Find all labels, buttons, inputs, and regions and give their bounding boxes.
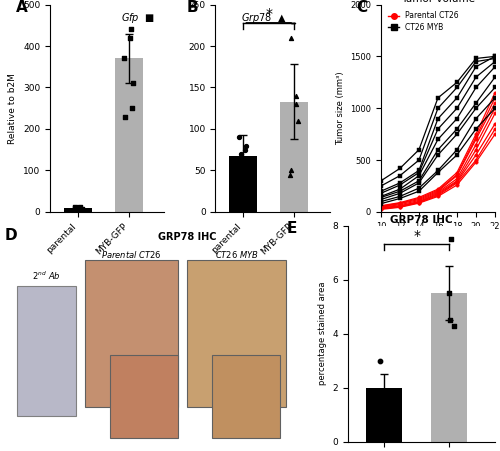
Point xyxy=(288,34,296,41)
Point xyxy=(446,290,454,297)
Bar xyxy=(230,156,258,212)
Text: $2^{nd}$ $Ab$: $2^{nd}$ $Ab$ xyxy=(32,269,61,282)
Text: C: C xyxy=(356,0,367,15)
Point xyxy=(380,414,388,421)
Text: A: A xyxy=(16,0,28,15)
Point xyxy=(78,205,86,212)
Point xyxy=(129,80,137,87)
Point xyxy=(72,206,80,213)
Text: $\it{Grp78}$  ▲: $\it{Grp78}$ ▲ xyxy=(240,11,286,25)
Text: B: B xyxy=(187,0,198,15)
Point xyxy=(376,357,384,364)
Bar xyxy=(212,355,280,437)
Point xyxy=(242,142,250,149)
Point xyxy=(240,163,248,170)
Point xyxy=(292,92,300,99)
Point xyxy=(126,34,134,41)
Point xyxy=(71,205,79,212)
Point xyxy=(382,417,390,424)
Text: *: * xyxy=(413,229,420,243)
Bar xyxy=(86,260,178,407)
Text: $\it{Parental\ CT26}$: $\it{Parental\ CT26}$ xyxy=(102,249,162,260)
Bar xyxy=(280,101,308,212)
Point xyxy=(120,55,128,62)
Point xyxy=(71,204,79,211)
Point xyxy=(126,26,134,33)
Point xyxy=(294,117,302,124)
Point xyxy=(287,167,295,174)
Legend: Parental CT26, CT26 MYB: Parental CT26, CT26 MYB xyxy=(384,8,462,35)
Text: $\it{Gfp}$  ■: $\it{Gfp}$ ■ xyxy=(120,11,154,25)
Point xyxy=(286,171,294,178)
Point xyxy=(450,322,458,329)
Point xyxy=(120,113,128,120)
Point xyxy=(446,317,454,324)
Title: Tumor volume: Tumor volume xyxy=(401,0,475,4)
Point xyxy=(128,105,136,112)
Text: D: D xyxy=(5,228,18,243)
Point xyxy=(292,101,300,108)
Point xyxy=(237,150,245,157)
X-axis label: Days: Days xyxy=(426,236,450,246)
Point xyxy=(235,133,243,141)
Point xyxy=(448,235,456,243)
Title: GRP78 IHC: GRP78 IHC xyxy=(390,215,453,225)
Point xyxy=(242,200,250,207)
Text: $\it{CT26\ MYB}$: $\it{CT26\ MYB}$ xyxy=(214,249,258,260)
Text: GRP78 IHC: GRP78 IHC xyxy=(158,232,216,242)
Text: *: * xyxy=(265,7,272,21)
Bar xyxy=(64,208,92,212)
Point xyxy=(76,203,84,211)
Text: E: E xyxy=(286,221,296,236)
Bar xyxy=(366,388,402,442)
Bar xyxy=(432,293,467,442)
Point xyxy=(240,146,248,153)
Bar xyxy=(18,286,76,416)
Y-axis label: Tumor size (mm³): Tumor size (mm³) xyxy=(336,71,344,145)
Bar xyxy=(187,260,286,407)
Bar xyxy=(110,355,178,437)
Point xyxy=(75,206,83,213)
Y-axis label: percentage stained area: percentage stained area xyxy=(318,282,327,386)
Y-axis label: Relative to b2M: Relative to b2M xyxy=(8,73,18,144)
Bar xyxy=(114,59,142,212)
